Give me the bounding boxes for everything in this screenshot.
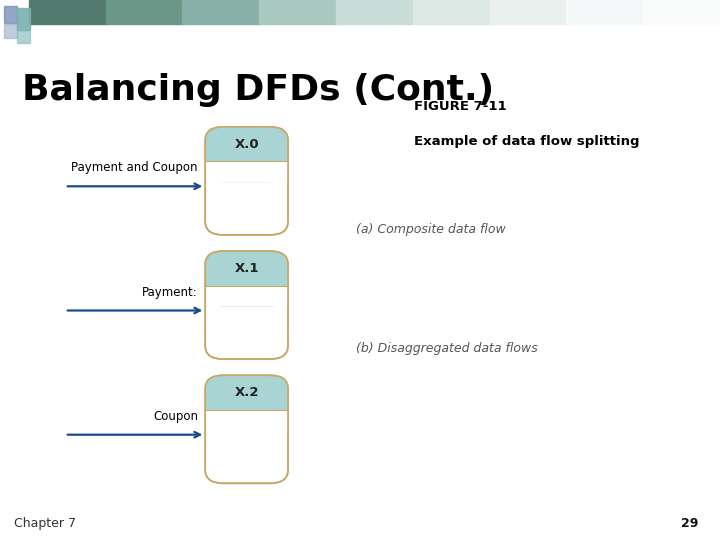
- Bar: [205, 410, 288, 430]
- Bar: [205, 161, 288, 182]
- FancyBboxPatch shape: [205, 375, 288, 483]
- Text: FIGURE 7-11: FIGURE 7-11: [414, 100, 507, 113]
- Bar: [4, 24, 17, 38]
- Bar: [205, 286, 288, 306]
- Text: Payment:: Payment:: [143, 286, 198, 299]
- Bar: [643, 0, 720, 24]
- Text: X.2: X.2: [234, 386, 259, 399]
- FancyBboxPatch shape: [205, 375, 288, 430]
- Text: Chapter 7: Chapter 7: [14, 517, 76, 530]
- Bar: [17, 31, 30, 43]
- Bar: [336, 0, 414, 24]
- Text: X.0: X.0: [234, 138, 259, 151]
- Text: (a) Composite data flow: (a) Composite data flow: [356, 223, 506, 236]
- Text: Coupon: Coupon: [153, 410, 198, 423]
- Bar: [106, 0, 184, 24]
- Bar: [182, 0, 261, 24]
- Bar: [490, 0, 568, 24]
- Bar: [259, 0, 338, 24]
- Text: X.1: X.1: [234, 262, 259, 275]
- Text: Balancing DFDs (Cont.): Balancing DFDs (Cont.): [22, 73, 494, 107]
- Bar: [29, 0, 107, 24]
- Text: 29: 29: [681, 517, 698, 530]
- FancyBboxPatch shape: [205, 127, 288, 235]
- Bar: [4, 6, 17, 23]
- Text: Example of data flow splitting: Example of data flow splitting: [414, 135, 639, 148]
- Bar: [567, 0, 644, 24]
- Text: (b) Disaggregated data flows: (b) Disaggregated data flows: [356, 342, 538, 355]
- Text: Payment and Coupon: Payment and Coupon: [71, 161, 198, 174]
- Bar: [17, 8, 30, 30]
- FancyBboxPatch shape: [205, 251, 288, 306]
- FancyBboxPatch shape: [205, 251, 288, 359]
- Bar: [413, 0, 491, 24]
- FancyBboxPatch shape: [205, 127, 288, 182]
